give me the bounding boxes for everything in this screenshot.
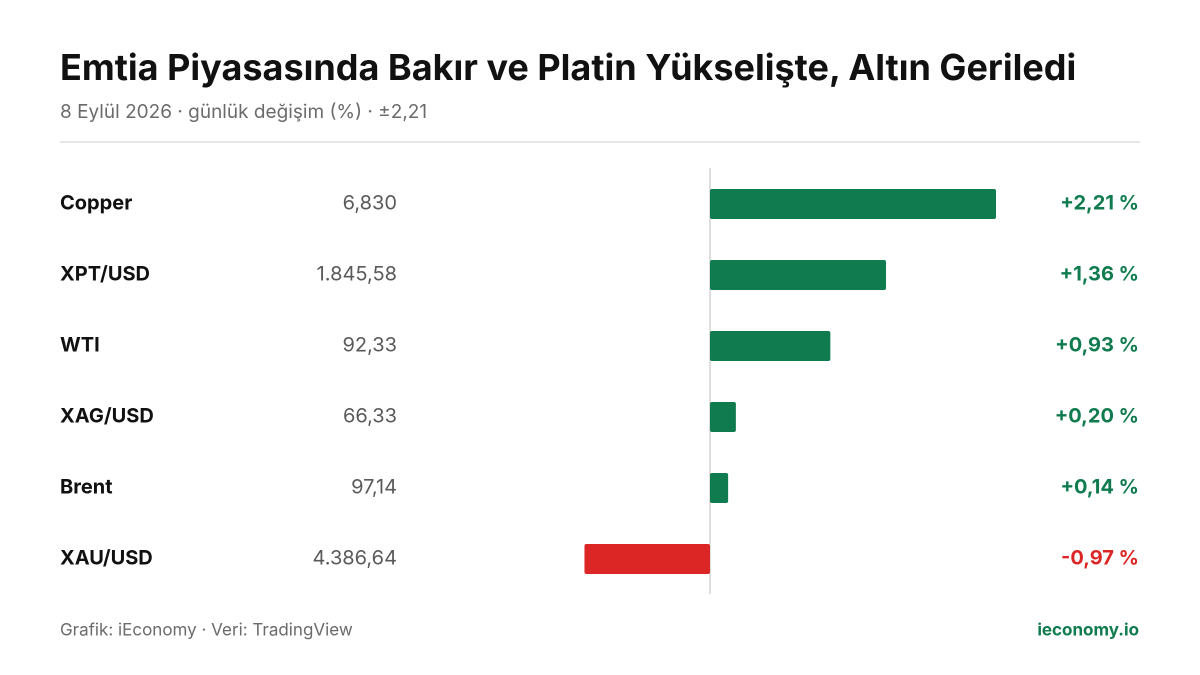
category-label: WTI [60, 332, 100, 356]
price-label: 6,830 [343, 190, 397, 214]
category-label: XPT/USD [60, 261, 150, 285]
brand: ieconomy.io [1037, 621, 1139, 641]
chart-subtitle: 8 Eylül 2026 · günlük değişim (%) · ±2,2… [60, 100, 427, 123]
bar [710, 331, 831, 361]
category-label: Copper [60, 190, 132, 214]
bar [710, 402, 736, 432]
category-label: XAG/USD [60, 403, 154, 427]
bar [710, 189, 996, 219]
value-label: +1,36 % [1060, 261, 1139, 285]
price-label: 1.845,58 [317, 261, 397, 285]
value-label: +0,20 % [1055, 403, 1139, 427]
category-label: Brent [60, 474, 113, 498]
category-label: XAU/USD [60, 545, 153, 569]
value-label: +2,21 % [1060, 190, 1139, 214]
bar [584, 544, 710, 574]
price-label: 4.386,64 [312, 545, 397, 569]
value-label: +0,14 % [1060, 474, 1139, 498]
source-note: Grafik: iEconomy · Veri: TradingView [60, 621, 353, 641]
bar [710, 260, 886, 290]
price-label: 66,33 [343, 403, 397, 427]
value-label: +0,93 % [1055, 332, 1139, 356]
price-label: 97,14 [351, 474, 397, 498]
value-label: -0,97 % [1061, 545, 1139, 569]
price-label: 92,33 [342, 332, 397, 356]
bar [710, 473, 729, 503]
chart-title: Emtia Piyasasında Bakır ve Platin Yüksel… [60, 45, 1076, 89]
